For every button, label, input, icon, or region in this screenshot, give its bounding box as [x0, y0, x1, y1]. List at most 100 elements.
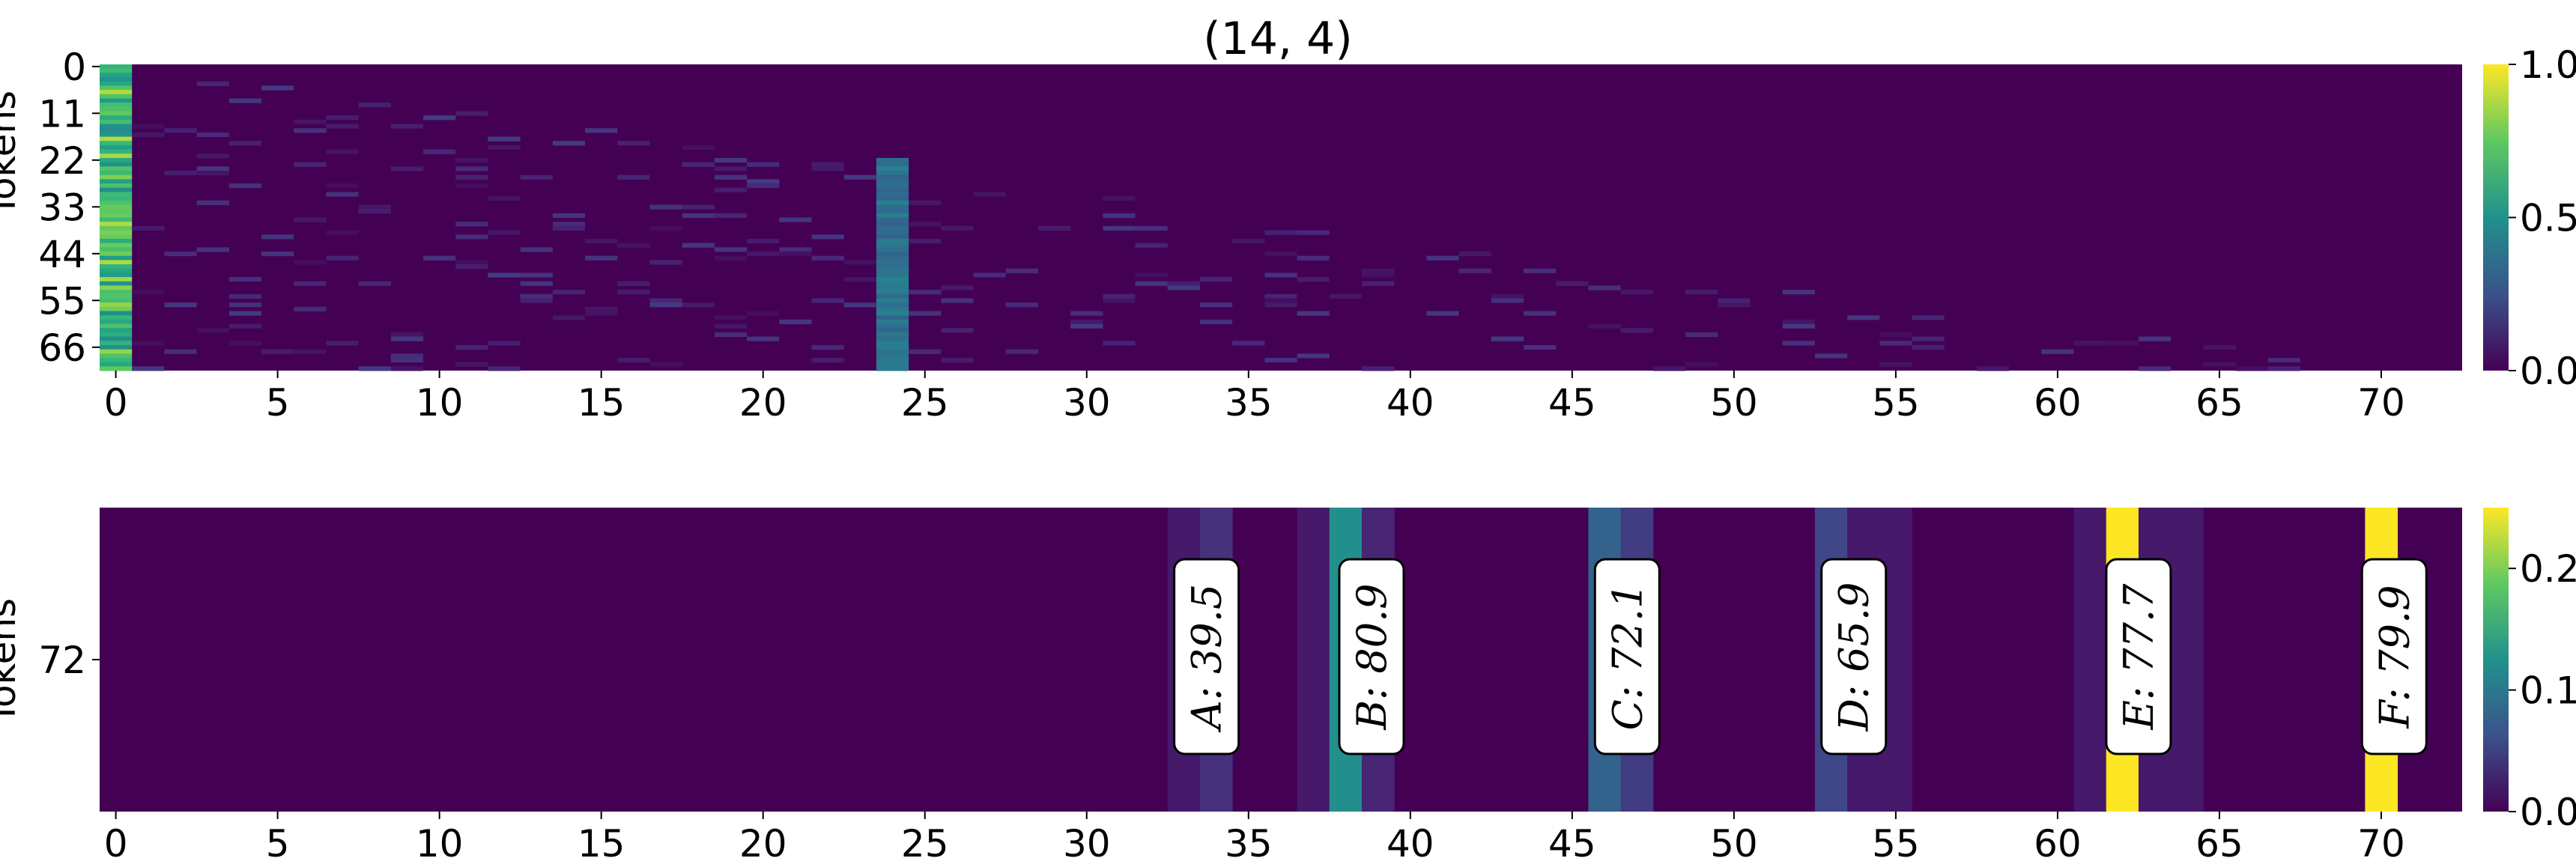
heatmap-cell: [909, 200, 942, 205]
y-tick-label: 0: [62, 46, 86, 89]
heatmap-cell: [100, 315, 133, 320]
heatmap-cell: [294, 217, 327, 222]
heatmap-cell: [941, 328, 974, 333]
heatmap-cell: [1718, 302, 1751, 308]
heatmap-cell: [1199, 302, 1233, 308]
heatmap-cell: [261, 349, 294, 354]
heatmap-cell: [1037, 225, 1071, 231]
heatmap-cell: [100, 260, 133, 265]
heatmap-cell: [390, 124, 424, 129]
heatmap-cell: [1103, 225, 1136, 231]
heatmap-cell: [617, 174, 650, 180]
heatmap-cell: [100, 273, 133, 278]
colorbar-tick-label: 0.1: [2520, 669, 2576, 713]
heatmap-cell: [100, 277, 133, 282]
heatmap-cell: [100, 68, 133, 73]
heatmap-cell: [617, 243, 650, 248]
heatmap-cell: [876, 187, 909, 192]
heatmap-cell: [747, 183, 780, 189]
heatmap-cell: [2073, 508, 2107, 812]
heatmap-cell: [1264, 251, 1297, 257]
annotation-label: F: 79.9: [2360, 558, 2428, 755]
heatmap-cell: [326, 124, 359, 129]
heatmap-cell: [100, 290, 133, 295]
heatmap-cell: [488, 196, 521, 201]
top-y-axis-label: Tokens: [0, 91, 24, 217]
heatmap-cell: [1458, 268, 1491, 273]
y-tick-label: 72: [38, 639, 86, 682]
heatmap-cell: [876, 196, 909, 201]
heatmap-cell: [100, 366, 133, 371]
heatmap-cell: [747, 179, 780, 184]
heatmap-cell: [1167, 281, 1200, 286]
heatmap-cell: [100, 230, 133, 235]
heatmap-cell: [1782, 341, 1815, 346]
heatmap-cell: [876, 366, 909, 371]
heatmap-cell: [1620, 290, 1653, 295]
heatmap-cell: [488, 341, 521, 346]
heatmap-cell: [358, 281, 391, 286]
heatmap-cell: [714, 213, 748, 218]
heatmap-cell: [941, 298, 974, 303]
x-tick-label: 50: [1710, 822, 1758, 866]
heatmap-cell: [520, 247, 553, 252]
heatmap-cell: [876, 260, 909, 265]
heatmap-cell: [2041, 349, 2074, 354]
heatmap-cell: [228, 183, 262, 189]
heatmap-cell: [100, 196, 133, 201]
heatmap-cell: [294, 281, 327, 286]
heatmap-cell: [228, 98, 262, 103]
annotation-label: B: 80.9: [1338, 558, 1405, 755]
heatmap-cell: [909, 222, 942, 227]
heatmap-cell: [876, 183, 909, 189]
heatmap-cell: [100, 98, 133, 103]
heatmap-cell: [100, 285, 133, 290]
heatmap-cell: [1297, 230, 1330, 235]
heatmap-cell: [2171, 508, 2204, 812]
x-tick-label: 45: [1548, 822, 1596, 866]
heatmap-cell: [100, 319, 133, 325]
x-tick-label: 40: [1387, 381, 1434, 425]
heatmap-cell: [811, 298, 844, 303]
heatmap-cell: [714, 323, 748, 329]
heatmap-cell: [585, 255, 618, 261]
heatmap-cell: [876, 319, 909, 325]
annotation-text: F: 79.9: [2371, 585, 2418, 728]
heatmap-cell: [100, 225, 133, 231]
heatmap-cell: [876, 264, 909, 270]
heatmap-cell: [100, 243, 133, 248]
heatmap-cell: [294, 260, 327, 265]
heatmap-cell: [100, 332, 133, 338]
heatmap-cell: [228, 323, 262, 329]
heatmap-cell: [1426, 311, 1459, 316]
annotation-text: C: 72.1: [1604, 583, 1651, 731]
y-tick-label: 55: [38, 279, 86, 323]
heatmap-cell: [552, 225, 586, 231]
heatmap-cell: [747, 336, 780, 341]
heatmap-cell: [1103, 298, 1136, 303]
heatmap-cell: [876, 200, 909, 205]
x-tick-label: 40: [1387, 822, 1434, 866]
heatmap-cell: [1362, 366, 1395, 371]
heatmap-cell: [552, 315, 586, 320]
heatmap-cell: [390, 357, 424, 363]
heatmap-cell: [617, 290, 650, 295]
heatmap-cell: [100, 302, 133, 308]
heatmap-cell: [100, 247, 133, 252]
heatmap-cell: [294, 306, 327, 311]
heatmap-cell: [100, 136, 133, 142]
heatmap-cell: [455, 157, 488, 163]
heatmap-cell: [876, 344, 909, 350]
annotation-text: D: 65.9: [1831, 582, 1878, 732]
heatmap-cell: [390, 336, 424, 341]
x-tick-label: 60: [2034, 822, 2082, 866]
heatmap-cell: [876, 192, 909, 197]
y-tick-label: 22: [38, 139, 86, 183]
heatmap-cell: [1103, 213, 1136, 218]
heatmap-cell: [1588, 285, 1621, 290]
heatmap-cell: [390, 366, 424, 371]
heatmap-cell: [2138, 366, 2172, 371]
heatmap-cell: [1135, 225, 1168, 231]
colorbar-tick-label: 0.0: [2520, 350, 2576, 393]
heatmap-cell: [876, 332, 909, 338]
